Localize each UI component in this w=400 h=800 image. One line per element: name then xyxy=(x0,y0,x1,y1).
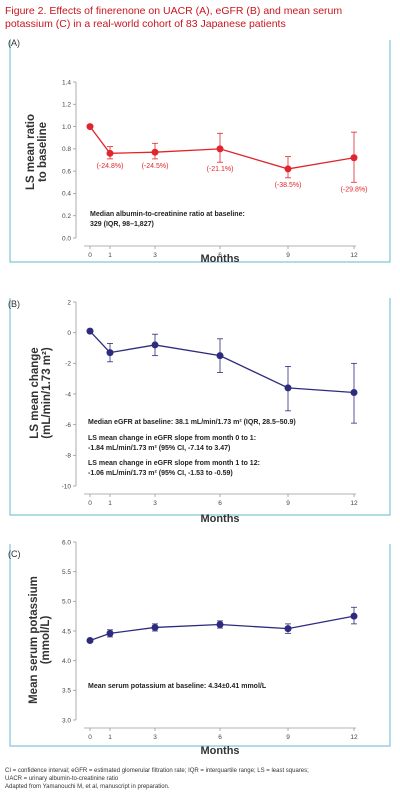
x-tick-label: 1 xyxy=(108,500,112,507)
y-tick-label: -8 xyxy=(65,453,71,460)
x-axis-label: Months xyxy=(200,253,239,265)
series-line xyxy=(89,126,355,170)
y-tick-label: 2 xyxy=(67,299,71,306)
footnote-line1: CI = confidence interval; eGFR = estimat… xyxy=(5,768,309,774)
y-axis-label-line1: Mean serum potassium xyxy=(28,576,40,704)
y-tick-label: 1.0 xyxy=(62,124,71,131)
annotation-line2: 329 (IQR, 98–1,827) xyxy=(90,221,154,228)
data-label: (-24.8%) xyxy=(97,163,124,170)
y-axis-label-line2: to baseline xyxy=(37,122,49,182)
y-tick-label: 0.2 xyxy=(62,213,71,220)
data-point xyxy=(284,625,292,633)
y-tick-label: 3.0 xyxy=(62,717,71,724)
y-tick-label: 0.0 xyxy=(62,235,71,242)
data-point xyxy=(284,384,292,392)
data-point xyxy=(151,341,159,349)
y-tick-label: 0.6 xyxy=(62,168,71,175)
panel-border xyxy=(9,298,391,516)
y-axis-label-line2: (mmol/L) xyxy=(40,616,52,665)
data-point xyxy=(86,327,94,335)
x-tick-label: 3 xyxy=(153,500,157,507)
chart-panel-b: (B) -10 -8 -6 -4 -2 0 2 0 1 3 6 9 12 Months LS mean cha… xyxy=(8,298,391,525)
annotation-line5: -1.06 mL/min/1.73 m² (95% CI, -1.53 to -… xyxy=(88,470,233,477)
series-line xyxy=(89,615,355,642)
x-tick-label: 1 xyxy=(108,734,112,741)
footnote-line2: UACR = urinary albumin-to-creatinine rat… xyxy=(5,776,119,782)
panel-letter: (B) xyxy=(8,299,20,309)
data-point xyxy=(350,154,358,162)
data-point xyxy=(284,165,292,173)
charts: (A)0.00.20.40.60.81.01.21.40 1 3 6 9 12Months… xyxy=(8,38,391,757)
y-axis-label-line1: LS mean change xyxy=(29,347,41,438)
data-point xyxy=(106,349,114,357)
y-tick-label: -4 xyxy=(65,391,71,398)
y-tick-label: 5.5 xyxy=(62,569,71,576)
figure-title-line2: potassium (C) in a real-world cohort of … xyxy=(5,18,286,30)
annotation-line1: Median eGFR at baseline: 38.1 mL/min/1.7… xyxy=(88,419,296,426)
y-tick-label: 0.8 xyxy=(62,146,71,153)
data-point xyxy=(151,148,159,156)
y-tick-label: 1.4 xyxy=(62,79,71,86)
x-tick-label: 12 xyxy=(350,734,358,741)
panel-letter: (C) xyxy=(8,549,21,559)
x-tick-label: 3 xyxy=(153,734,157,741)
data-label: (-21.1%) xyxy=(207,166,234,173)
data-point xyxy=(86,636,94,644)
data-point xyxy=(86,123,94,131)
x-tick-label: 12 xyxy=(350,252,358,259)
y-tick-label: 0.4 xyxy=(62,191,71,198)
chart-panel-c: (C) 3.0 3.5 4.0 4.5 5.0 5.5 6.0 0 1 3 6 9 12 Months Mea… xyxy=(8,539,391,757)
data-point xyxy=(106,629,114,637)
data-point xyxy=(216,620,224,628)
x-axis-label: Months xyxy=(200,745,239,757)
x-tick-label: 9 xyxy=(286,500,290,507)
x-tick-label: 6 xyxy=(218,252,222,259)
figure-title-line1: Figure 2. Effects of finerenone on UACR … xyxy=(5,5,342,17)
data-label: (-38.5%) xyxy=(275,182,302,189)
y-tick-label: 1.2 xyxy=(62,102,71,109)
x-tick-label: 1 xyxy=(108,252,112,259)
x-tick-label: 3 xyxy=(153,252,157,259)
x-tick-label: 0 xyxy=(88,734,92,741)
y-axis-label-line2: (mL/min/1.73 m²) xyxy=(41,347,53,439)
data-point xyxy=(106,149,114,157)
annotation-line2: LS mean change in eGFR slope from month … xyxy=(88,435,256,442)
annotation-line3: -1.84 mL/min/1.73 m² (95% CI, -7.14 to 3… xyxy=(88,445,230,452)
x-tick-label: 0 xyxy=(88,252,92,259)
y-tick-label: 0 xyxy=(67,330,71,337)
x-tick-label: 12 xyxy=(350,500,358,507)
data-point xyxy=(151,623,159,631)
data-point xyxy=(216,145,224,153)
y-tick-label: 3.5 xyxy=(62,688,71,695)
data-point xyxy=(350,388,358,396)
y-tick-label: -10 xyxy=(62,483,72,490)
data-point xyxy=(216,352,224,360)
y-axis-label-line1: LS mean ratio xyxy=(25,114,37,190)
y-tick-label: 4.0 xyxy=(62,658,71,665)
panel-border xyxy=(9,544,391,747)
x-tick-label: 6 xyxy=(218,500,222,507)
data-label: (-24.5%) xyxy=(142,163,169,170)
x-tick-label: 9 xyxy=(286,734,290,741)
annotation-line1: Mean serum potassium at baseline: 4.34±0… xyxy=(88,683,267,690)
panel-border xyxy=(9,40,391,263)
y-tick-label: 4.5 xyxy=(62,628,71,635)
panel-letter: (A) xyxy=(8,38,20,48)
chart-panel-a: (A) 0.0 0.2 0.4 0.6 0.8 1.0 1.2 1.4 0 1 3 6 9 12 Months… xyxy=(8,38,391,265)
footnote-line3: Adapted from Yamanouchi M, et al, manusc… xyxy=(5,784,170,790)
y-tick-label: 5.0 xyxy=(62,599,71,606)
series-line xyxy=(89,330,355,394)
annotation-line1: Median albumin-to-creatinine ratio at ba… xyxy=(90,211,245,218)
y-tick-label: 6.0 xyxy=(62,539,71,546)
annotation-line4: LS mean change in eGFR slope from month … xyxy=(88,460,260,467)
x-tick-label: 0 xyxy=(88,500,92,507)
x-tick-label: 9 xyxy=(286,252,290,259)
x-tick-label: 6 xyxy=(218,734,222,741)
y-tick-label: -2 xyxy=(65,361,71,368)
x-axis-label: Months xyxy=(200,513,239,525)
data-label: (-29.8%) xyxy=(341,186,368,193)
y-tick-label: -6 xyxy=(65,422,71,429)
data-point xyxy=(350,612,358,620)
